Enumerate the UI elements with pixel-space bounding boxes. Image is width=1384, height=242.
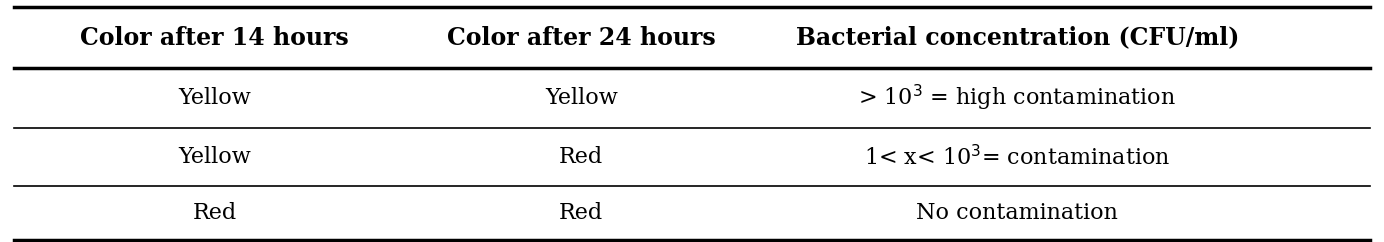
Text: Bacterial concentration (CFU/ml): Bacterial concentration (CFU/ml) (796, 25, 1239, 50)
Text: Color after 14 hours: Color after 14 hours (80, 25, 349, 50)
Text: Yellow: Yellow (545, 87, 617, 109)
Text: Yellow: Yellow (179, 87, 251, 109)
Text: 1< x< 10$^3$= contamination: 1< x< 10$^3$= contamination (864, 145, 1171, 170)
Text: No contamination: No contamination (916, 202, 1118, 224)
Text: Color after 24 hours: Color after 24 hours (447, 25, 716, 50)
Text: Red: Red (559, 146, 603, 168)
Text: Yellow: Yellow (179, 146, 251, 168)
Text: Red: Red (192, 202, 237, 224)
Text: Red: Red (559, 202, 603, 224)
Text: > 10$^3$ = high contamination: > 10$^3$ = high contamination (858, 83, 1176, 113)
